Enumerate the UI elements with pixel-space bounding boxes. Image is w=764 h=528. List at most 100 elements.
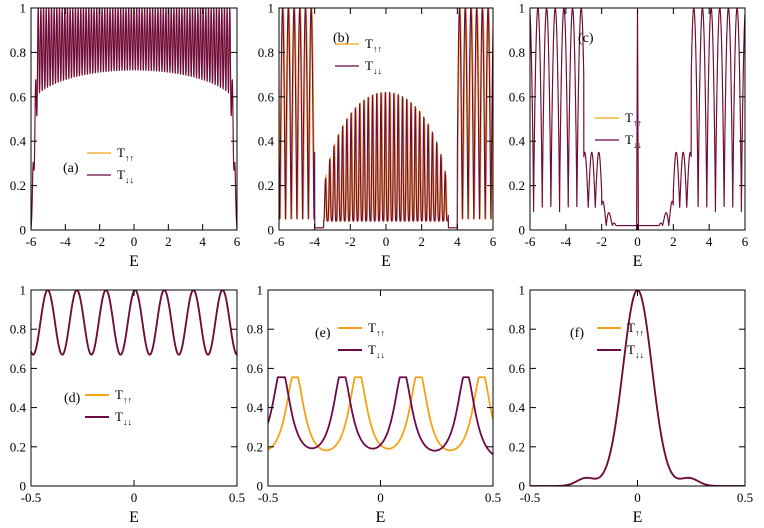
legend-label-down: T↓↓ [625,132,642,150]
x-tick-label: -6 [525,234,536,249]
y-tick-label: 1 [20,1,27,16]
legend-label-up: T↑↑ [625,110,642,128]
legend: T↑↑ T↓↓ [85,387,132,427]
panel-tag: (d) [64,391,81,406]
y-tick-label: 0.2 [247,439,263,454]
panel-tag: (c) [578,31,594,46]
x-tick-label: 0.5 [737,490,753,505]
y-tick-label: 0.8 [247,322,263,337]
panel-f: -0.5 0 0.500.20.40.60.81E(f) T↑↑T↓↓ [509,283,753,527]
y-tick-label: 1 [519,283,526,298]
x-tick-label: 4 [706,234,713,249]
x-axis-label: E [633,253,643,270]
plot-frame [529,289,746,487]
y-tick-label: 0.6 [247,361,264,376]
y-tick-label: 1 [519,1,526,16]
x-tick-label: -4 [560,234,571,249]
y-tick-label: 0.8 [509,322,525,337]
y-tick-label: 1 [268,1,275,16]
series-line-down [530,8,745,230]
y-tick-label: 0.8 [10,322,26,337]
legend-label-up: T↑↑ [627,320,644,338]
y-tick-label: 0.2 [509,178,525,193]
panel-d: -0.5 0 0.500.20.40.60.81E(d) T↑↑T↓↓ [10,283,245,527]
y-tick-label: 0.6 [10,361,27,376]
y-tick-label: 1 [20,283,27,298]
panel-c: -6 -4 -2 0 2 4 6 0 0.2 0.4 0.6 0.8 1 E (c) T↑↑ T↓↓ [509,1,749,271]
x-tick-label: 0.5 [229,490,245,505]
legend-label-down: T↓↓ [365,58,382,76]
y-tick-label: 1 [257,283,264,298]
x-tick-label: 6 [490,234,497,249]
x-tick-label: -2 [596,234,607,249]
series-line-down [530,290,745,486]
y-tick-label: 0.8 [10,45,26,60]
x-tick-label: -0.5 [520,490,541,505]
legend-label-down: T↓↓ [368,342,385,360]
y-tick-label: 0.4 [509,134,526,149]
x-tick-label: -6 [26,234,37,249]
panel-e: -0.5 0 0.500.20.40.60.81E(e) T↑↑T↓↓ [247,283,501,527]
x-tick-label: 0 [634,234,641,249]
y-tick-label: 0.8 [509,45,525,60]
y-tick-label: 0.4 [258,134,275,149]
plot-frame [30,289,238,487]
x-tick-label: -4 [309,234,320,249]
x-axis-label: E [381,253,391,270]
legend-label-up: T↑↑ [115,387,132,405]
x-tick-label: 0 [383,234,390,249]
x-tick-label: -4 [60,234,71,249]
x-tick-label: 0.5 [485,490,501,505]
legend: T↑↑ T↓↓ [87,145,134,185]
x-tick-label: -0.5 [258,490,279,505]
panel-tag: (e) [315,326,331,341]
y-tick-label: 0.2 [258,178,274,193]
y-tick-label: 0.4 [509,400,526,415]
legend-label-down: T↓↓ [627,342,644,360]
x-axis-label: E [129,253,139,270]
series-line-up [268,376,493,452]
x-tick-label: 2 [418,234,425,249]
plot-frame [267,289,494,487]
legend-label-up: T↑↑ [365,36,382,54]
x-tick-label: -2 [345,234,356,249]
y-tick-label: 0 [519,223,526,238]
x-tick-label: 0 [131,234,138,249]
legend: T↑↑ T↓↓ [335,36,382,76]
legend-label-down: T↓↓ [115,409,132,427]
y-tick-label: 0.2 [10,178,26,193]
y-tick-label: 0.2 [509,439,525,454]
legend-label-up: T↑↑ [117,145,134,163]
x-tick-label: 4 [454,234,461,249]
x-tick-label: 0 [377,490,384,505]
panel-b: -6 -4 -2 0 2 4 6 0 0.2 0.4 0.6 0.8 1 E (b) T↑↑ T↓↓ [258,1,497,271]
panel-a: -6 -4 -2 0 2 4 6 0 0.2 0.4 0.6 0.8 1 E (a) T↑↑ T↓↓ [10,1,241,271]
series-line-up [530,290,745,486]
x-tick-label: 6 [742,234,749,249]
x-tick-label: 2 [165,234,172,249]
x-axis-label: E [376,509,386,526]
y-tick-label: 0.2 [10,439,26,454]
panel-tag: (a) [63,161,79,176]
y-tick-label: 0.4 [10,400,27,415]
x-tick-label: -0.5 [21,490,42,505]
x-tick-label: 6 [234,234,241,249]
y-tick-label: 0.6 [509,89,526,104]
x-axis-label: E [129,509,139,526]
legend: T↑↑ T↓↓ [597,320,644,360]
x-tick-label: 2 [670,234,677,249]
y-tick-label: 0.8 [258,45,274,60]
y-tick-label: 0.4 [247,400,264,415]
y-tick-label: 0 [257,479,264,494]
x-axis-label: E [633,509,643,526]
x-tick-label: 4 [199,234,206,249]
x-tick-label: -2 [94,234,105,249]
y-tick-label: 0 [20,479,27,494]
panel-tag: (f) [570,326,584,341]
series-line-down [31,8,237,230]
legend-label-down: T↓↓ [117,167,134,185]
series-line-up [31,290,237,356]
y-tick-label: 0 [20,223,27,238]
x-tick-label: 0 [131,490,138,505]
